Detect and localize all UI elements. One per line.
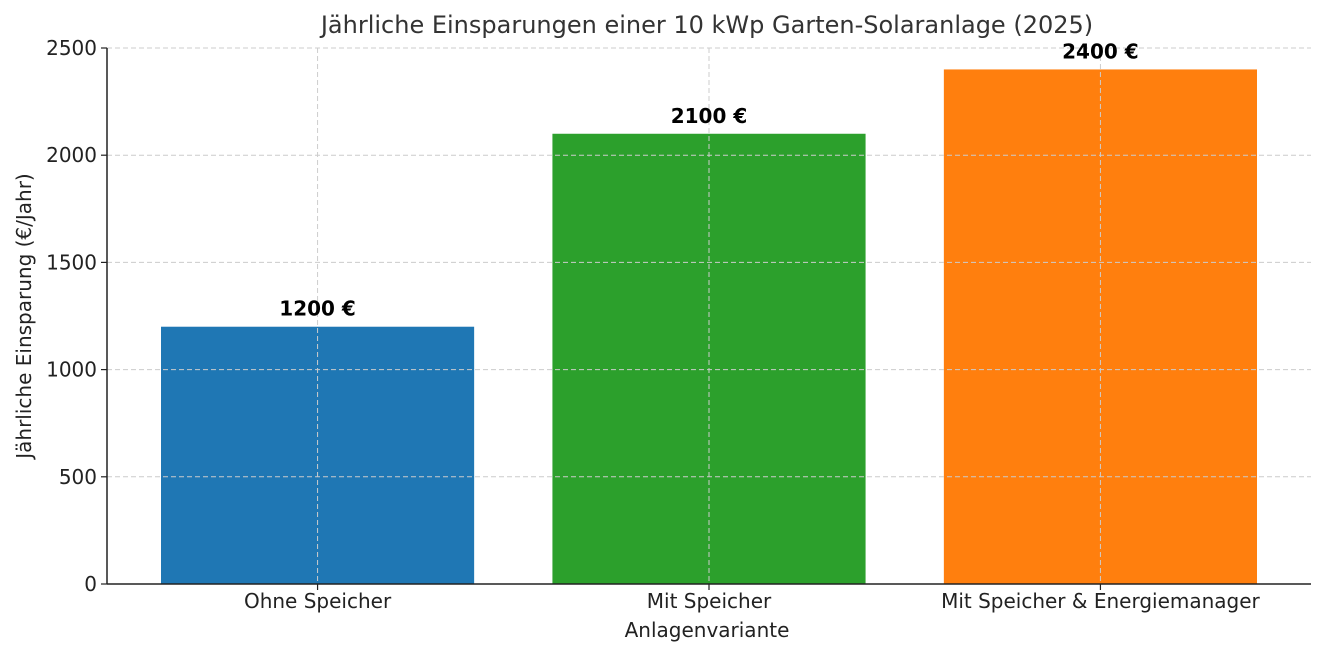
x-tick-label: Mit Speicher (647, 589, 772, 613)
x-tick-label: Ohne Speicher (244, 589, 392, 613)
bar-value-label: 2100 € (671, 104, 748, 128)
x-axis-label: Anlagenvariante (625, 618, 790, 642)
bar-value-label: 2400 € (1062, 39, 1139, 63)
y-tick-label: 1000 (46, 358, 97, 382)
data-labels: 1200 € 2100 € 2400 € (279, 39, 1138, 320)
y-tick-label: 0 (84, 572, 97, 596)
y-tick-label: 500 (59, 465, 97, 489)
y-tick-label: 1500 (46, 250, 97, 274)
y-tick-label: 2500 (46, 36, 97, 60)
chart-title: Jährliche Einsparungen einer 10 kWp Gart… (319, 11, 1093, 39)
y-tick-label: 2000 (46, 143, 97, 167)
y-axis-label: Jährliche Einsparung (€/Jahr) (12, 173, 36, 461)
y-ticks: 0 500 1000 1500 2000 2500 (46, 36, 107, 596)
x-ticks: Ohne Speicher Mit Speicher Mit Speicher & … (244, 584, 1261, 613)
bar-value-label: 1200 € (279, 297, 356, 321)
x-tick-label: Mit Speicher & Energiemanager (941, 589, 1260, 613)
